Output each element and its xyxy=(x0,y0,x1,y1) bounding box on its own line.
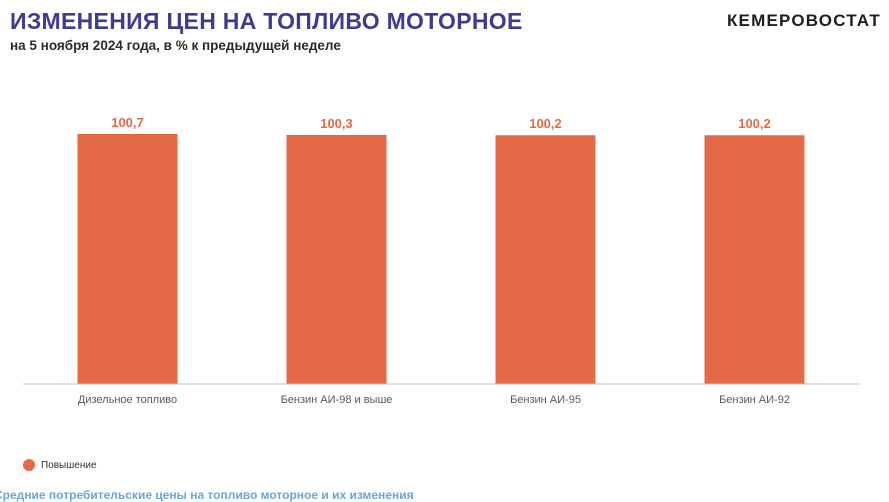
bar-1 xyxy=(77,134,178,384)
legend-label: Повышение xyxy=(41,459,97,471)
bar-value-label: 100,3 xyxy=(320,116,353,131)
footer-caption: Средние потребительские цены на топливо … xyxy=(0,488,414,502)
category-label: Бензин АИ-92 xyxy=(719,394,790,406)
bar-value-label: 100,2 xyxy=(738,116,771,131)
bar-2 xyxy=(286,134,387,384)
bar-3 xyxy=(495,135,596,384)
bar-value-label: 100,7 xyxy=(111,115,144,130)
chart-legend: Повышение xyxy=(23,459,97,471)
brand-logo: КЕМЕРОВОСТАТ xyxy=(726,11,881,30)
category-label: Бензин АИ-95 xyxy=(510,394,581,406)
bar-4 xyxy=(704,135,805,384)
category-label: Дизельное топливо xyxy=(78,394,177,406)
legend-swatch-icon xyxy=(23,459,35,471)
chart-subtitle: на 5 ноября 2024 года, в % к предыдущей … xyxy=(10,38,341,53)
chart-title: ИЗМЕНЕНИЯ ЦЕН НА ТОПЛИВО МОТОРНОЕ xyxy=(10,8,523,34)
category-label: Бензин АИ-98 и выше xyxy=(281,394,393,406)
bar-value-label: 100,2 xyxy=(529,116,562,131)
